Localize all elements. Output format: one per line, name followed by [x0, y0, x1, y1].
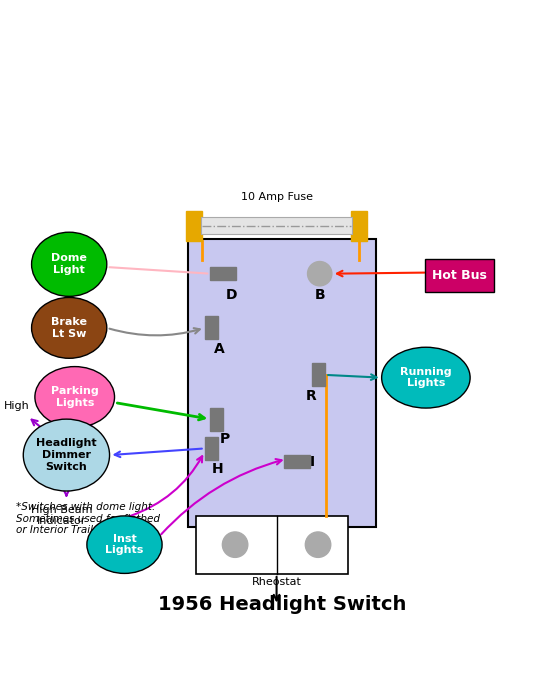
- Circle shape: [307, 262, 332, 286]
- Text: D: D: [226, 288, 237, 302]
- FancyBboxPatch shape: [424, 259, 493, 292]
- Ellipse shape: [35, 367, 115, 428]
- Bar: [201, 217, 352, 234]
- Text: High Beam
Indicator: High Beam Indicator: [31, 505, 93, 526]
- Text: H: H: [212, 462, 223, 476]
- Bar: [204, 437, 218, 460]
- Bar: [188, 239, 376, 527]
- Ellipse shape: [31, 232, 107, 296]
- Text: *Switches with dome light.
Sometimes used for flatbed
or Interior Trailer lights: *Switches with dome light. Sometimes use…: [16, 502, 160, 536]
- Text: Parking
Lights: Parking Lights: [51, 386, 99, 408]
- Text: Brake
Lt Sw: Brake Lt Sw: [51, 317, 87, 339]
- Text: Inst
Lights: Inst Lights: [105, 534, 144, 556]
- Bar: [186, 211, 202, 241]
- Ellipse shape: [87, 516, 162, 573]
- Bar: [210, 267, 236, 280]
- Circle shape: [222, 532, 248, 557]
- Ellipse shape: [382, 347, 470, 408]
- Text: Running
Lights: Running Lights: [400, 367, 452, 389]
- Text: P: P: [220, 432, 230, 446]
- Text: B: B: [314, 288, 325, 302]
- Bar: [210, 407, 223, 430]
- Text: 1956 Headlight Switch: 1956 Headlight Switch: [158, 595, 407, 615]
- Text: High: High: [4, 401, 30, 411]
- Text: 10 Amp Fuse: 10 Amp Fuse: [241, 193, 312, 202]
- Text: Rheostat: Rheostat: [251, 577, 301, 587]
- Bar: [197, 516, 348, 574]
- Bar: [204, 316, 218, 340]
- Ellipse shape: [24, 419, 110, 491]
- Text: R: R: [305, 389, 316, 402]
- Circle shape: [305, 532, 331, 557]
- Text: Dome
Light: Dome Light: [52, 253, 87, 275]
- Bar: [284, 455, 310, 468]
- Text: I: I: [310, 455, 315, 469]
- Bar: [312, 363, 325, 386]
- Text: Headlight
Dimmer
Switch: Headlight Dimmer Switch: [36, 438, 97, 472]
- Bar: [351, 211, 367, 241]
- Text: Low: Low: [87, 401, 109, 411]
- Text: Hot Bus: Hot Bus: [432, 269, 487, 282]
- Text: A: A: [214, 342, 225, 356]
- Ellipse shape: [31, 298, 107, 358]
